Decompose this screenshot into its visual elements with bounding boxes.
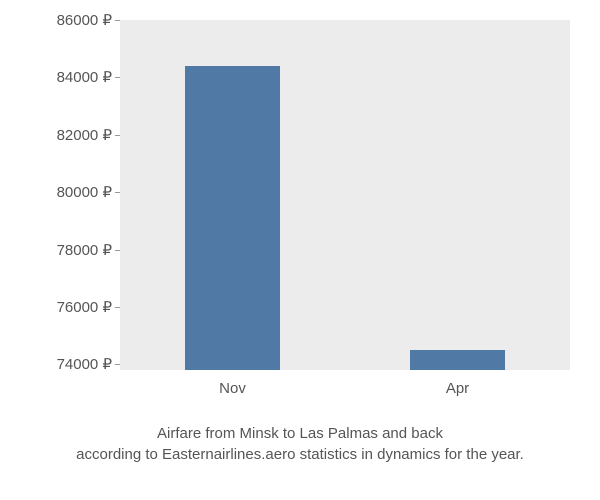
y-tick-label: 82000 ₽ (57, 126, 112, 144)
y-tick-mark (115, 307, 120, 308)
y-tick-mark (115, 250, 120, 251)
x-tick-label: Apr (446, 380, 469, 397)
y-tick-label: 86000 ₽ (57, 11, 112, 29)
chart-container: 74000 ₽ 76000 ₽ 78000 ₽ 80000 ₽ 82000 ₽ 84000… (30, 20, 570, 420)
x-tick-label: Nov (219, 380, 246, 397)
y-tick-mark (115, 135, 120, 136)
plot-area (120, 20, 570, 370)
y-tick-label: 78000 ₽ (57, 241, 112, 259)
y-tick-label: 84000 ₽ (57, 68, 112, 86)
x-axis: Nov Apr (120, 370, 570, 410)
y-tick-label: 76000 ₽ (57, 298, 112, 316)
y-tick-mark (115, 77, 120, 78)
y-tick-mark (115, 192, 120, 193)
y-tick-label: 74000 ₽ (57, 355, 112, 373)
y-axis: 74000 ₽ 76000 ₽ 78000 ₽ 80000 ₽ 82000 ₽ 84000… (30, 20, 120, 370)
y-tick-label: 80000 ₽ (57, 183, 112, 201)
y-tick-mark (115, 20, 120, 21)
chart-caption: Airfare from Minsk to Las Palmas and bac… (0, 423, 600, 465)
bar (410, 350, 505, 370)
bar (185, 66, 280, 370)
y-tick-mark (115, 364, 120, 365)
